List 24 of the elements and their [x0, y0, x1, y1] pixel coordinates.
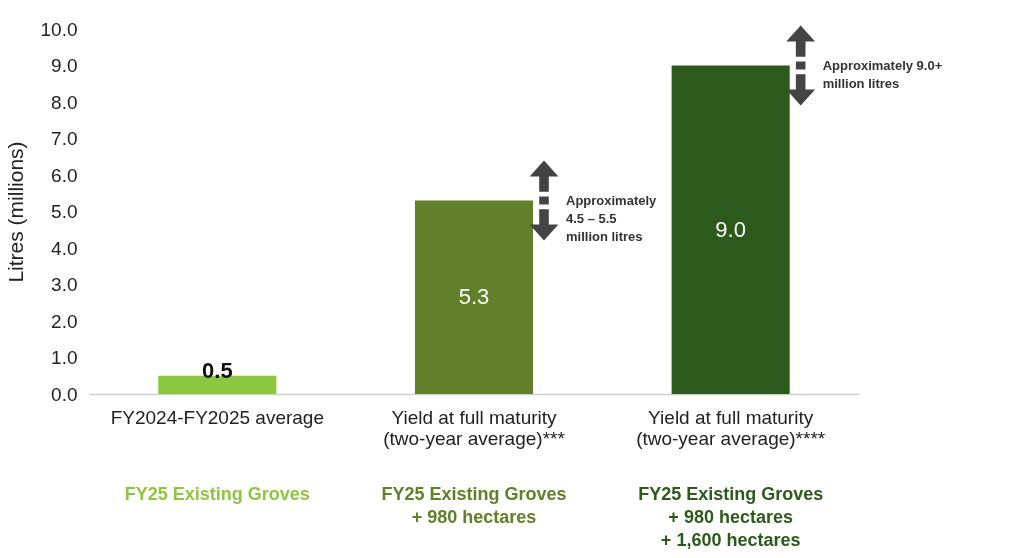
y-tick-label: 0.0 — [51, 383, 78, 405]
data-label: 5.3 — [458, 284, 490, 310]
y-tick-label: 10.0 — [40, 18, 78, 40]
y-tick-label: 4.0 — [51, 237, 78, 259]
y-tick-label: 9.0 — [51, 55, 78, 76]
y-tick-label: 6.0 — [51, 164, 78, 186]
y-tick-label: 3.0 — [51, 274, 78, 295]
y-tick-label: 2.0 — [51, 310, 78, 332]
annotation: Approximately 9.0+ million litres — [822, 57, 943, 91]
bar — [414, 200, 534, 394]
bar — [671, 65, 790, 394]
y-tick-label: 8.0 — [51, 91, 78, 113]
y-tick-label: 5.0 — [51, 201, 78, 222]
data-label: 9.0 — [715, 216, 746, 242]
x-tick-label: Yield at full maturity (two-year average)**** — [636, 406, 826, 449]
text: FY25 Existing Groves — [124, 484, 310, 504]
text: FY25 Existing Groves + 980 hectares — [381, 484, 567, 527]
y-axis-title: Litres (millions) — [3, 141, 27, 283]
text: FY25 Existing Groves + 980 hectares + 1,600 hectares — [638, 484, 824, 550]
y-tick-label: 7.0 — [51, 128, 78, 149]
x-tick-label: Yield at full maturity (two-year average)*** — [383, 406, 566, 449]
y-tick-label: 1.0 — [51, 347, 78, 368]
x-tick-label: FY2024-FY2025 average — [110, 406, 325, 428]
annotation: Approximately 4.5 – 5.5 million litres — [566, 192, 658, 244]
